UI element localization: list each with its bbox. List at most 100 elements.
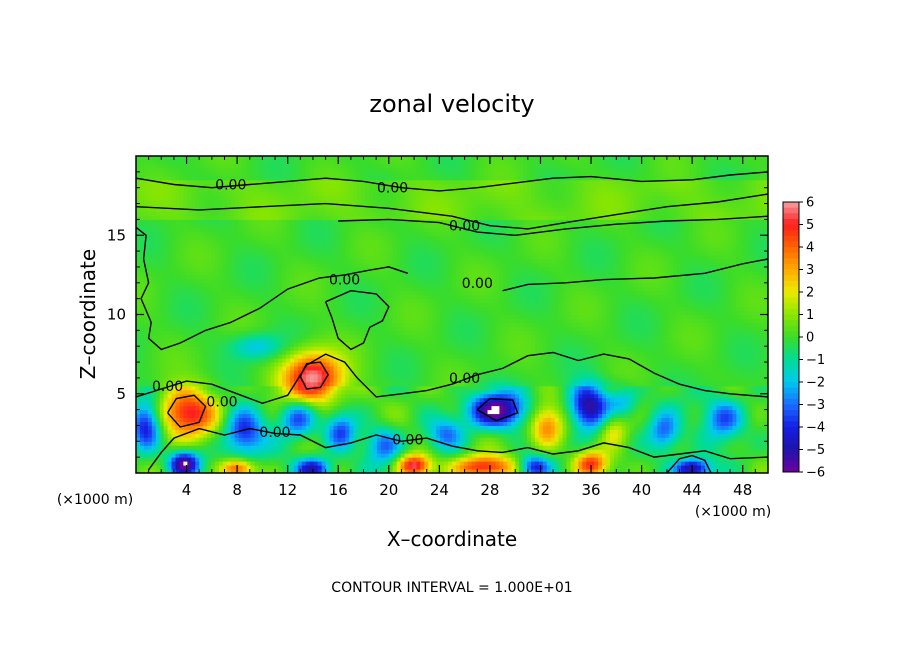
field-cell	[309, 167, 315, 173]
field-cell	[341, 199, 346, 205]
field-cell	[345, 159, 350, 165]
field-cell	[246, 314, 252, 319]
field-cell	[294, 421, 299, 426]
field-cell	[349, 358, 354, 363]
field-cell	[234, 401, 240, 407]
field-cell	[357, 421, 362, 426]
field-cell	[215, 306, 220, 312]
field-cell	[373, 175, 378, 181]
field-cell	[187, 171, 192, 177]
field-cell	[286, 417, 291, 422]
field-cell	[183, 187, 188, 193]
field-cell	[266, 207, 271, 212]
field-cell	[187, 179, 192, 185]
field-cell	[211, 401, 216, 407]
field-cell	[147, 298, 153, 304]
field-cell	[226, 290, 232, 296]
field-cell	[373, 231, 378, 236]
field-cell	[329, 171, 334, 177]
field-cell	[294, 159, 299, 165]
field-cell	[357, 243, 362, 248]
field-cell	[155, 262, 161, 268]
field-cell	[294, 338, 299, 343]
field-cell	[187, 259, 192, 264]
field-cell	[254, 322, 259, 327]
field-cell	[313, 167, 319, 173]
field-cell	[179, 278, 184, 284]
field-cell	[365, 369, 370, 375]
field-cell	[321, 421, 327, 426]
field-cell	[215, 334, 220, 339]
field-cell	[282, 413, 287, 419]
field-cell	[286, 159, 291, 165]
field-cell	[222, 401, 228, 407]
field-cell	[317, 310, 323, 315]
field-cell	[270, 310, 275, 315]
field-cell	[286, 211, 291, 216]
field-cell	[136, 314, 141, 319]
field-cell	[136, 278, 141, 284]
field-cell	[266, 366, 271, 371]
field-cell	[278, 401, 283, 407]
field-cell	[254, 282, 259, 288]
field-cell	[294, 409, 299, 415]
field-cell	[309, 231, 315, 236]
field-cell	[349, 156, 354, 161]
field-cell	[187, 409, 192, 415]
field-cell	[282, 338, 287, 343]
field-cell	[242, 259, 248, 264]
field-cell	[234, 235, 240, 240]
field-cell	[266, 334, 271, 339]
field-cell	[147, 163, 153, 169]
field-cell	[301, 163, 307, 169]
field-cell	[278, 163, 283, 169]
field-cell	[151, 167, 157, 173]
field-cell	[357, 358, 362, 363]
field-cell	[345, 183, 350, 189]
field-cell	[191, 239, 196, 244]
field-cell	[163, 223, 169, 228]
field-cell	[218, 314, 224, 319]
field-cell	[349, 175, 354, 181]
field-cell	[147, 191, 153, 197]
field-cell	[254, 338, 259, 343]
field-cell	[175, 247, 180, 252]
field-cell	[246, 207, 252, 212]
field-cell	[294, 187, 299, 193]
field-cell	[218, 358, 224, 363]
field-cell	[147, 441, 153, 446]
field-cell	[230, 453, 236, 458]
field-cell	[361, 302, 366, 308]
field-cell	[305, 405, 311, 411]
field-cell	[163, 294, 169, 300]
field-cell	[341, 445, 346, 450]
field-cell	[309, 259, 315, 264]
field-cell	[139, 369, 145, 375]
field-cell	[226, 425, 232, 430]
field-cell	[337, 306, 342, 312]
field-cell	[373, 453, 378, 458]
field-cell	[361, 318, 366, 323]
field-cell	[357, 183, 362, 189]
field-cell	[266, 156, 271, 161]
field-cell	[203, 235, 208, 240]
field-cell	[222, 334, 228, 339]
field-cell	[337, 366, 342, 371]
field-cell	[278, 306, 283, 312]
field-cell	[373, 354, 378, 359]
field-cell	[195, 421, 200, 426]
field-cell	[309, 294, 315, 300]
field-cell	[203, 156, 208, 161]
field-cell	[286, 294, 291, 300]
field-cell	[258, 290, 263, 296]
field-cell	[286, 322, 291, 327]
field-cell	[143, 163, 149, 169]
field-cell	[325, 322, 331, 327]
field-cell	[207, 235, 212, 240]
field-cell	[187, 290, 192, 296]
field-cell	[369, 159, 374, 165]
field-cell	[195, 338, 200, 343]
field-cell	[183, 274, 188, 280]
field-cell	[234, 207, 240, 212]
field-cell	[175, 156, 180, 161]
